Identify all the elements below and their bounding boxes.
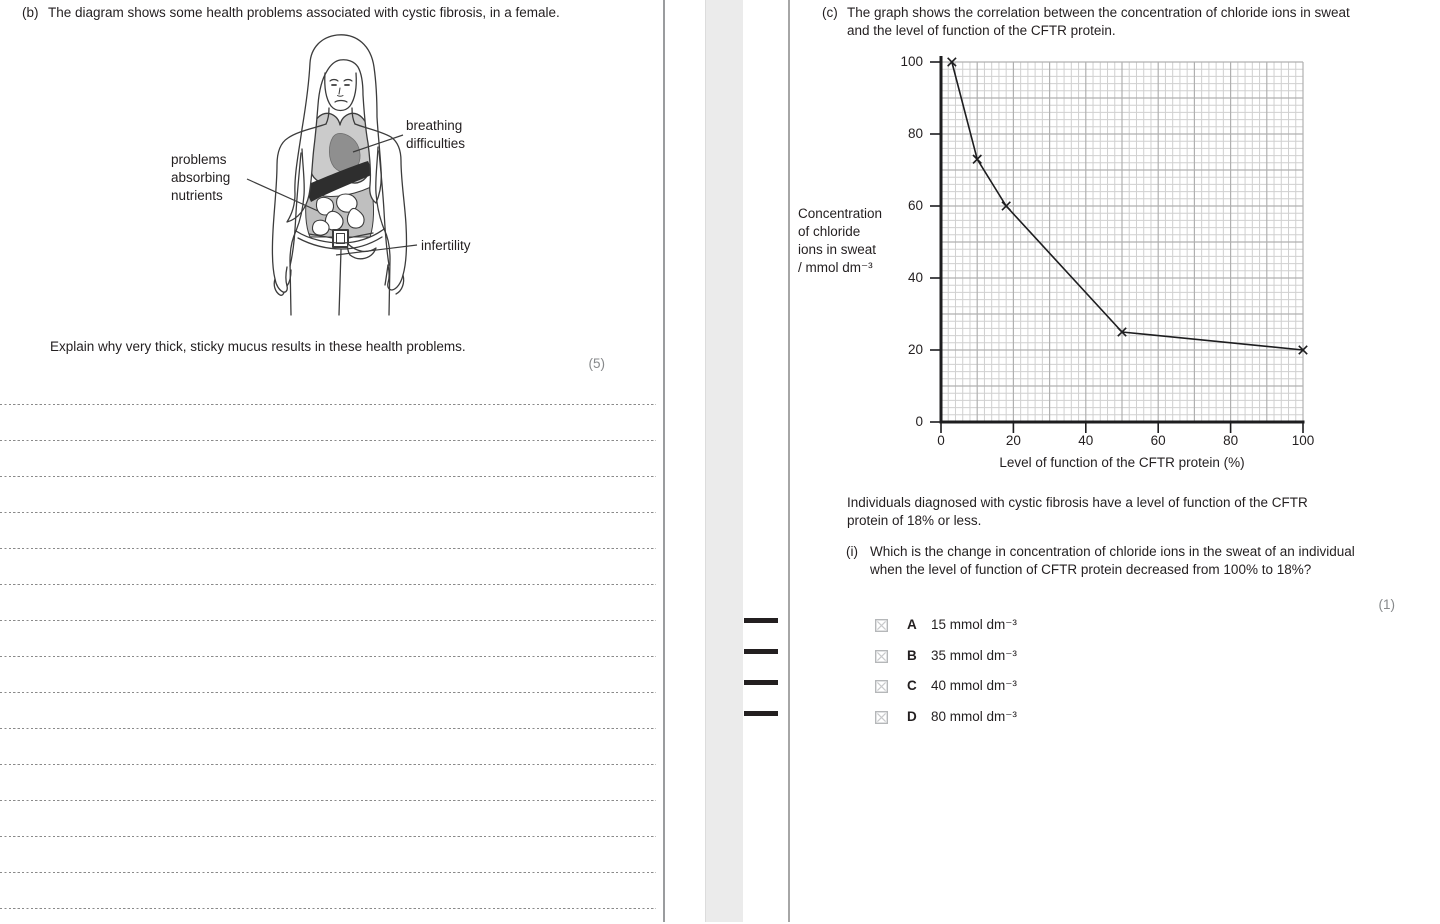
cftr-chloride-graph: Level of function of the CFTR protein (%… (900, 54, 1314, 485)
checkbox-icon (874, 679, 889, 693)
option-letter: A (907, 617, 917, 632)
y-tick-label: 60 (907, 198, 923, 213)
question-c-number: (c) (822, 5, 838, 20)
question-b-number: (b) (22, 5, 39, 20)
label-infertility: infertility (421, 238, 471, 253)
answer-lines-area[interactable] (0, 404, 656, 924)
mc-option[interactable]: C 40 mmol dm⁻³ (874, 677, 1017, 695)
answer-line[interactable] (0, 728, 656, 729)
note-text: Individuals diagnosed with cystic fibros… (847, 495, 1308, 528)
mc-option[interactable]: D 80 mmol dm⁻³ (874, 708, 1017, 726)
binding-mark (744, 649, 778, 654)
option-text: 80 mmol dm⁻³ (931, 709, 1017, 724)
marks-5: (5) (588, 356, 606, 371)
binding-mark (744, 618, 778, 623)
answer-line[interactable] (0, 404, 656, 405)
answer-line[interactable] (0, 656, 656, 657)
question-c-text: The graph shows the correlation between … (847, 5, 1350, 38)
answer-line[interactable] (0, 620, 656, 621)
answer-checkbox[interactable] (874, 679, 889, 693)
answer-line[interactable] (0, 800, 656, 801)
x-tick-label: 0 (937, 433, 945, 448)
y-axis-label: Concentration of chloride ions in sweat … (798, 206, 883, 275)
label-breathing-difficulties: breathing difficulties (406, 118, 466, 151)
x-tick-label: 100 (1291, 433, 1315, 448)
x-tick-label: 80 (1223, 433, 1239, 448)
answer-line[interactable] (0, 836, 656, 837)
face-outline (324, 72, 357, 112)
explain-prompt: Explain why very thick, sticky mucus res… (50, 339, 466, 354)
x-tick-label: 40 (1078, 433, 1094, 448)
y-tick-label: 80 (907, 126, 923, 141)
y-tick-label: 100 (900, 54, 923, 69)
answer-line[interactable] (0, 764, 656, 765)
intestines-shape (311, 193, 365, 236)
y-tick-label: 40 (907, 270, 923, 285)
checkbox-icon (874, 710, 889, 724)
label-problems-absorbing-nutrients: problems absorbing nutrients (171, 152, 231, 203)
question-i-text: Which is the change in concentration of … (870, 544, 1355, 577)
answer-line[interactable] (0, 548, 656, 549)
body-diagram (246, 34, 418, 316)
graph-canvas (930, 56, 1308, 433)
label-pointer-lines (246, 134, 418, 256)
mc-option[interactable]: A 15 mmol dm⁻³ (874, 616, 1017, 634)
checkbox-icon (874, 618, 889, 632)
option-letter: B (907, 648, 917, 663)
answer-line[interactable] (0, 908, 656, 909)
answer-line[interactable] (0, 584, 656, 585)
y-tick-label: 20 (907, 342, 923, 357)
binding-mark (744, 711, 778, 716)
option-letter: C (907, 678, 917, 693)
x-axis-label: Level of function of the CFTR protein (%… (999, 455, 1245, 470)
right-page-edge (788, 0, 790, 922)
answer-line[interactable] (0, 872, 656, 873)
liver-shape (304, 161, 374, 202)
mc-option[interactable]: B 35 mmol dm⁻³ (874, 647, 1017, 665)
option-text: 40 mmol dm⁻³ (931, 678, 1017, 693)
x-tick-label: 20 (1005, 433, 1021, 448)
answer-checkbox[interactable] (874, 710, 889, 724)
y-tick-label: 0 (915, 414, 923, 429)
marks-1: (1) (1378, 597, 1396, 612)
binding-mark (744, 680, 778, 685)
answer-checkbox[interactable] (874, 649, 889, 663)
question-i-number: (i) (846, 544, 858, 559)
answer-line[interactable] (0, 440, 656, 441)
answer-line[interactable] (0, 512, 656, 513)
option-text: 15 mmol dm⁻³ (931, 617, 1017, 632)
left-page-edge (663, 0, 665, 922)
checkbox-icon (874, 649, 889, 663)
option-letter: D (907, 709, 917, 724)
answer-line[interactable] (0, 692, 656, 693)
question-b-text: The diagram shows some health problems a… (48, 5, 560, 20)
option-text: 35 mmol dm⁻³ (931, 648, 1017, 663)
answer-line[interactable] (0, 476, 656, 477)
page-spine (705, 0, 743, 922)
answer-checkbox[interactable] (874, 618, 889, 632)
x-tick-label: 60 (1150, 433, 1166, 448)
